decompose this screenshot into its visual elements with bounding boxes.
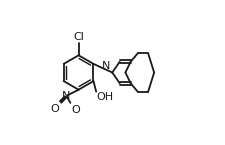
Text: Cl: Cl — [73, 32, 84, 42]
Text: N: N — [62, 91, 70, 101]
Text: O: O — [50, 104, 58, 114]
Text: N: N — [102, 61, 110, 71]
Text: OH: OH — [96, 92, 113, 102]
Text: O: O — [71, 105, 80, 115]
